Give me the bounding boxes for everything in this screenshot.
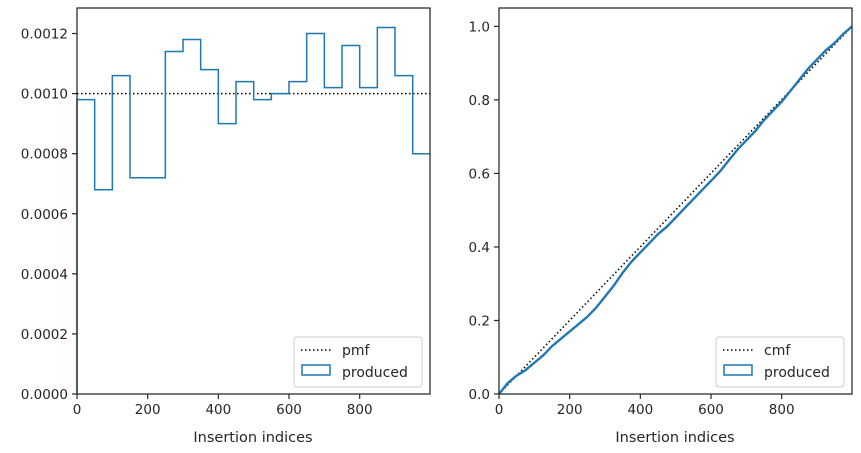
pmf-x-tick-label: 200 bbox=[135, 402, 161, 418]
cmf-legend-label: cmf bbox=[764, 343, 791, 359]
cmf-x-tick-label: 800 bbox=[769, 402, 795, 418]
cmf-x-tick-label: 400 bbox=[627, 402, 653, 418]
cmf-x-tick-label: 600 bbox=[698, 402, 724, 418]
pmf-y-tick-label: 0.0004 bbox=[21, 267, 68, 283]
cmf-y-tick-label: 0.4 bbox=[469, 240, 490, 256]
pmf-x-ticks: 0 200 400 600 800 bbox=[73, 394, 373, 418]
cmf-y-tick-label: 0.0 bbox=[469, 387, 490, 403]
pmf-x-tick-label: 400 bbox=[205, 402, 231, 418]
cmf-plot-marks bbox=[498, 25, 853, 395]
cmf-y-tick-label: 0.8 bbox=[469, 93, 490, 109]
cmf-x-tick-label: 0 bbox=[495, 402, 504, 418]
pmf-y-tick-label: 0.0010 bbox=[21, 87, 68, 103]
pmf-y-tick-label: 0.0002 bbox=[21, 327, 68, 343]
pmf-y-tick-label: 0.0000 bbox=[21, 387, 68, 403]
cmf-y-tick-label: 0.2 bbox=[469, 313, 490, 329]
cmf-x-tick-label: 200 bbox=[557, 402, 583, 418]
pmf-y-tick-label: 0.0006 bbox=[21, 207, 68, 223]
pmf-legend: pmf produced bbox=[293, 336, 423, 388]
pmf-produced-legend-label: produced bbox=[342, 365, 408, 381]
pmf-produced-line bbox=[76, 26, 430, 394]
pmf-x-axis-label: Insertion indices bbox=[193, 430, 312, 446]
cmf-x-axis-label: Insertion indices bbox=[615, 430, 734, 446]
cmf-y-ticks: 0.0 0.2 0.4 0.6 0.8 1.0 bbox=[469, 19, 499, 403]
cmf-x-ticks: 0 200 400 600 800 bbox=[495, 394, 795, 418]
pmf-x-tick-label: 0 bbox=[73, 402, 82, 418]
pmf-panel: 0 200 400 600 800 0.00000.00020.00040.00060.… bbox=[21, 7, 431, 446]
cmf-panel: 0 200 400 600 800 0.0 0.2 0.4 0.6 0.8 1.0 Inserti… bbox=[469, 7, 853, 446]
pmf-y-tick-label: 0.0008 bbox=[21, 147, 68, 163]
cmf-produced-legend-label: produced bbox=[764, 365, 830, 381]
pmf-y-tick-label: 0.0012 bbox=[21, 27, 68, 43]
pmf-legend-label: pmf bbox=[342, 343, 371, 359]
pmf-y-ticks: 0.0000 0.0002 0.0004 0.0006 0.0008 0.0010 0.00… bbox=[21, 27, 77, 403]
pmf-plot-marks bbox=[76, 26, 430, 394]
pmf-x-tick-label: 800 bbox=[347, 402, 373, 418]
cmf-produced-line bbox=[498, 25, 853, 395]
pmf-axes-frame bbox=[76, 7, 431, 395]
cmf-axes-frame bbox=[498, 7, 853, 395]
cmf-produced-legend-swatch bbox=[723, 364, 753, 376]
pmf-produced-legend-swatch bbox=[301, 364, 331, 376]
pmf-x-tick-label: 600 bbox=[276, 402, 302, 418]
cmf-y-tick-label: 0.6 bbox=[469, 166, 490, 182]
cmf-y-tick-label: 1.0 bbox=[469, 19, 490, 35]
cmf-legend: cmf produced bbox=[715, 336, 845, 388]
